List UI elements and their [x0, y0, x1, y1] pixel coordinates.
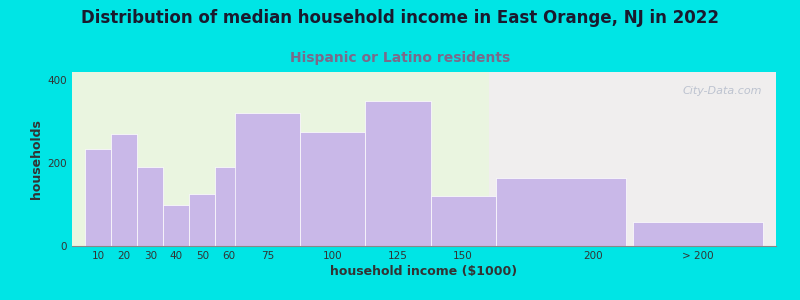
- Bar: [496, 178, 626, 246]
- Bar: [215, 167, 242, 246]
- Text: Hispanic or Latino residents: Hispanic or Latino residents: [290, 51, 510, 65]
- Bar: [366, 101, 430, 246]
- X-axis label: household income ($1000): household income ($1000): [330, 265, 518, 278]
- Y-axis label: households: households: [30, 119, 43, 199]
- Bar: [111, 134, 137, 246]
- Bar: [85, 148, 111, 246]
- Bar: [633, 222, 763, 246]
- Bar: [137, 167, 163, 246]
- Bar: [235, 113, 300, 246]
- Bar: [72, 72, 489, 246]
- Text: City-Data.com: City-Data.com: [682, 86, 762, 96]
- Bar: [300, 132, 366, 246]
- Bar: [163, 205, 190, 246]
- Bar: [430, 196, 496, 246]
- Text: Distribution of median household income in East Orange, NJ in 2022: Distribution of median household income …: [81, 9, 719, 27]
- Bar: [190, 194, 215, 246]
